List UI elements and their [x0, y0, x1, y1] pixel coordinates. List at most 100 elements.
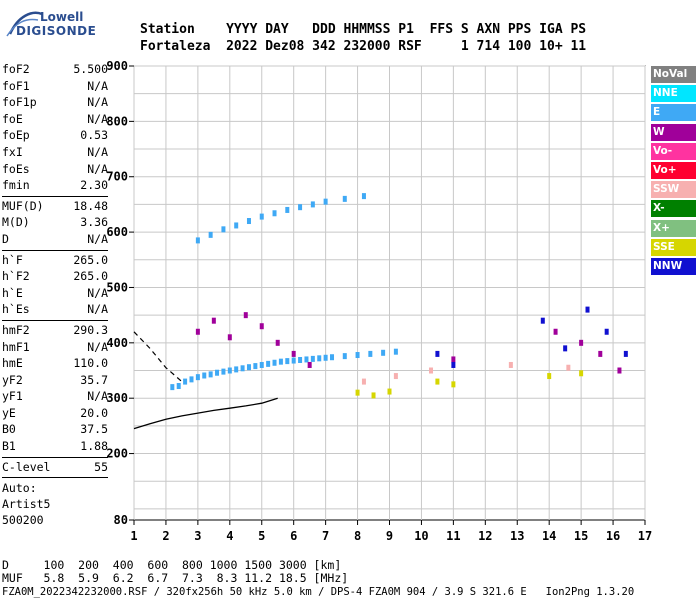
param-value: 110.0: [73, 356, 108, 371]
param-name: hmE: [2, 356, 23, 371]
param-name: h`E: [2, 285, 23, 300]
param-name: h`Es: [2, 302, 30, 317]
data-point: [227, 334, 232, 341]
param-value: 35.7: [80, 372, 108, 387]
param-row-hme: hmE 110.0: [2, 356, 108, 373]
data-point: [176, 383, 181, 390]
param-row-hf2: h`F2 265.0: [2, 269, 108, 286]
data-point: [291, 350, 296, 357]
data-point: [221, 226, 226, 233]
model-profile-curve: [133, 397, 278, 430]
data-point: [195, 237, 200, 244]
data-point: [221, 368, 226, 375]
legend: NoVal NNE E W Vo- Vo+ SSW X- X+ SSE NNW: [651, 66, 696, 277]
data-point: [579, 370, 584, 377]
param-row-mufd: MUF(D) 18.48: [2, 199, 108, 216]
x-tick-label: 14: [542, 529, 556, 543]
data-point: [323, 198, 328, 205]
data-point: [310, 355, 315, 362]
param-separator: [2, 195, 108, 197]
data-point: [585, 306, 590, 313]
param-value: 265.0: [73, 252, 108, 267]
param-name: hmF2: [2, 322, 30, 337]
x-tick-label: 2: [162, 529, 169, 543]
dashed-profile-curve: [133, 331, 183, 383]
data-point: [211, 317, 216, 324]
legend-item-ssw: SSW: [651, 181, 696, 199]
param-value: N/A: [87, 78, 108, 93]
data-point: [317, 355, 322, 362]
x-tick-label: 11: [446, 529, 460, 543]
param-value: N/A: [87, 95, 108, 110]
data-point: [195, 328, 200, 335]
param-value: 55: [94, 459, 108, 474]
data-point: [227, 367, 232, 374]
y-tick-label: 600: [106, 225, 128, 239]
y-tick-label: 500: [106, 280, 128, 294]
data-point: [451, 381, 456, 388]
data-point: [429, 367, 434, 374]
x-tick-label: 3: [194, 529, 201, 543]
data-point: [259, 213, 264, 220]
x-tick-label: 1: [130, 529, 137, 543]
data-point: [208, 231, 213, 238]
legend-item-noval: NoVal: [651, 66, 696, 83]
param-name: M(D): [2, 215, 30, 230]
param-name: fmin: [2, 178, 30, 193]
x-tick-label: 16: [606, 529, 620, 543]
data-point: [323, 354, 328, 361]
data-point: [361, 378, 366, 385]
data-point: [243, 312, 248, 319]
data-point: [598, 350, 603, 357]
data-point: [266, 360, 271, 367]
data-point: [291, 357, 296, 364]
param-name: h`F: [2, 252, 23, 267]
param-name: yF1: [2, 389, 23, 404]
x-tick-label: 8: [354, 529, 361, 543]
param-value: 1.88: [80, 439, 108, 454]
param-row-he: h`E N/A: [2, 286, 108, 303]
digisonde-logo: Lowell DIGISONDE: [4, 6, 97, 42]
data-point: [387, 388, 392, 395]
param-row-fof2: foF2 5.500: [2, 62, 108, 79]
x-tick-label: 12: [478, 529, 492, 543]
param-name: D: [2, 231, 9, 246]
param-row-hes: h`Es N/A: [2, 302, 108, 319]
data-point: [342, 195, 347, 202]
data-point: [272, 359, 277, 366]
param-row-b1: B1 1.88: [2, 439, 108, 456]
x-tick-label: 7: [322, 529, 329, 543]
param-separator: [2, 249, 108, 251]
param-name: foF2: [2, 62, 30, 76]
param-name: B1: [2, 439, 16, 454]
param-row-clevel: C-level 55: [2, 460, 108, 477]
data-point: [623, 350, 628, 357]
data-point: [234, 366, 239, 373]
data-point: [234, 222, 239, 229]
x-tick-label: 13: [510, 529, 524, 543]
data-point: [540, 317, 545, 324]
y-tick-label: 900: [106, 59, 128, 73]
param-name: yF2: [2, 372, 23, 387]
x-tick-label: 5: [258, 529, 265, 543]
data-point: [451, 356, 456, 363]
param-separator: [2, 477, 108, 479]
autoscaling-line: Artist5: [2, 497, 51, 512]
param-name: fxI: [2, 144, 23, 159]
data-point: [202, 372, 207, 379]
param-name: foF1: [2, 78, 30, 93]
param-name: MUF(D): [2, 198, 44, 213]
logo-line2: DIGISONDE: [16, 24, 97, 38]
header-line1: Station YYYY DAY DDD HHMMSS P1 FFS S AXN…: [140, 22, 587, 37]
param-value: N/A: [87, 389, 108, 404]
param-value: N/A: [87, 285, 108, 300]
param-name: foEp: [2, 128, 30, 143]
muf-table: D 100 200 400 600 800 1000 1500 3000 [km…: [2, 559, 348, 585]
data-point: [298, 356, 303, 363]
param-row-fof1: foF1 N/A: [2, 79, 108, 96]
data-point: [579, 339, 584, 346]
legend-item-sse: SSE: [651, 238, 696, 256]
data-point: [310, 201, 315, 208]
param-name: foF1p: [2, 95, 37, 110]
param-value: 18.48: [73, 198, 108, 213]
